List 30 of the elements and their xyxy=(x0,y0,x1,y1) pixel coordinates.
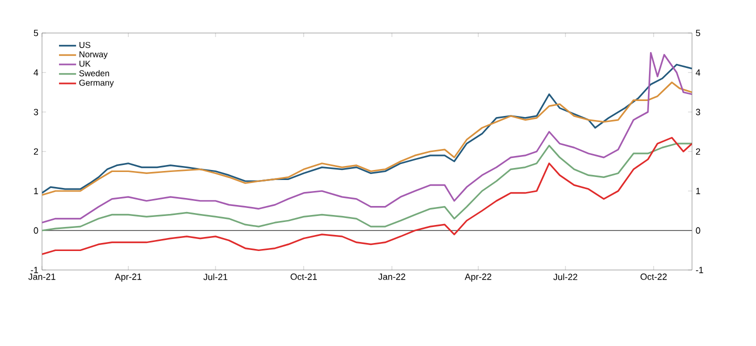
x-tick-label: Apr-22 xyxy=(464,274,492,282)
y2-tick-label: 3 xyxy=(696,108,700,116)
y2-tick-label: 0 xyxy=(696,227,700,234)
y2-tick-label: 5 xyxy=(696,30,700,36)
y-tick-label: 0 xyxy=(34,227,38,234)
y-tick-label: 4 xyxy=(34,69,38,76)
x-tick-label: Oct-21 xyxy=(290,274,317,280)
y2-tick-label: 2 xyxy=(696,148,700,155)
y-tick-label: 2 xyxy=(34,148,38,155)
y-tick-label: 1 xyxy=(34,188,38,194)
line-series xyxy=(42,82,692,196)
y2-tick-label: 4 xyxy=(696,69,700,76)
legend-label: Germany xyxy=(79,80,114,88)
y-tick-label: 5 xyxy=(34,30,38,36)
x-tick-label: Apr-21 xyxy=(114,274,142,282)
y-tick-label: 3 xyxy=(34,108,38,116)
legend-label: US xyxy=(80,42,90,48)
legend-label: Sweden xyxy=(79,70,110,76)
x-tick-label: Jan-22 xyxy=(378,274,406,280)
x-tick-label: Oct-22 xyxy=(640,274,667,280)
legend-label: Norway xyxy=(80,51,108,59)
line-series xyxy=(42,142,692,232)
x-tick-label: Jul-21 xyxy=(203,274,228,280)
x-tick-label: Jan-21 xyxy=(28,274,56,280)
y-tick-label: -1 xyxy=(30,266,38,274)
y2-tick-label: -1 xyxy=(696,266,704,274)
line-series xyxy=(42,52,692,224)
y2-tick-label: 1 xyxy=(696,188,700,194)
x-tick-label: Jul-22 xyxy=(553,274,578,280)
legend-label: UK xyxy=(80,60,91,67)
